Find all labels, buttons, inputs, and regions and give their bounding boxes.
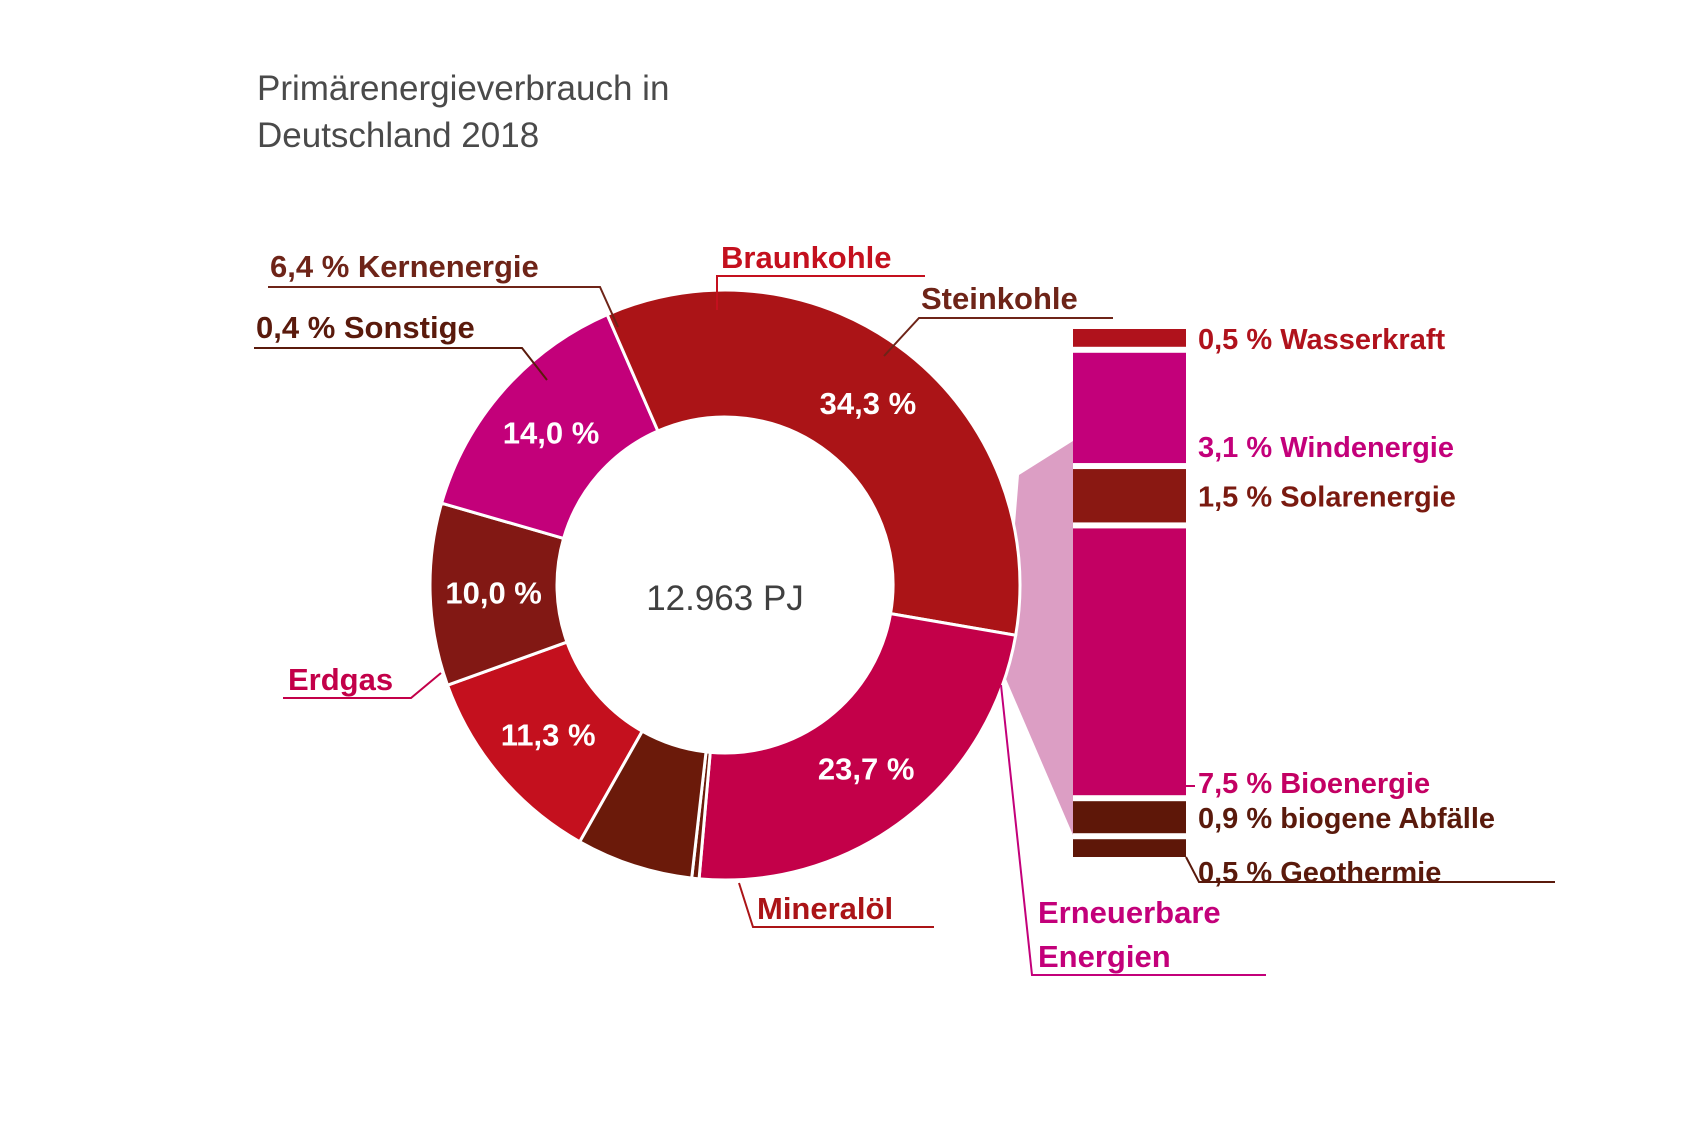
slice-value-label: 34,3 % xyxy=(820,386,917,421)
breakdown-segment-solarenergie xyxy=(1073,469,1186,523)
leader-kernenergie xyxy=(268,286,619,328)
slice-value-label: 10,0 % xyxy=(445,576,542,611)
leader-steinkohle xyxy=(883,317,1113,357)
slice-erneuerbare-energien xyxy=(439,312,660,541)
breakdown-label-biogene-abfälle: 0,9 % biogene Abfälle xyxy=(1198,803,1495,835)
breakdown-connector xyxy=(1003,441,1073,835)
breakdown-bar: 0,5 % Wasserkraft 3,1 % Windenergie 1,5 % … xyxy=(1073,324,1495,889)
breakdown-segment-biogene-abfälle xyxy=(1073,801,1186,834)
label-sonstige: 0,4 % Sonstige xyxy=(256,310,475,345)
slice-mineralöl xyxy=(605,288,1022,637)
leader-geothermie xyxy=(1185,856,1555,883)
breakdown-label-bioenergie: 7,5 % Bioenergie xyxy=(1198,768,1430,800)
leader-erdgas xyxy=(283,672,442,699)
breakdown-label-solarenergie: 1,5 % Solarenergie xyxy=(1198,482,1456,514)
label-mineraloel: Mineralöl xyxy=(757,891,893,926)
label-erneuerbare-line-2: Energien xyxy=(1038,939,1171,974)
chart-title-line-1: Primärenergieverbrauch in xyxy=(257,69,669,108)
breakdown-label-geothermie: 0,5 % Geothermie xyxy=(1198,857,1441,889)
slice-erdgas xyxy=(697,611,1018,882)
label-braunkohle: Braunkohle xyxy=(721,240,892,275)
leader-mineraloel xyxy=(738,882,934,928)
slice-value-label: 14,0 % xyxy=(503,415,600,450)
leader-sonstige xyxy=(254,347,548,381)
breakdown-label-windenergie: 3,1 % Windenergie xyxy=(1198,432,1454,464)
donut-chart: 11,3 % 10,0 % 14,0 % 34,3 % 23,7 % xyxy=(428,288,1022,882)
breakdown-label-wasserkraft: 0,5 % Wasserkraft xyxy=(1198,324,1446,356)
label-steinkohle: Steinkohle xyxy=(921,281,1078,316)
leader-braunkohle xyxy=(716,275,925,310)
chart-title-line-2: Deutschland 2018 xyxy=(257,116,539,155)
breakdown-segment-geothermie xyxy=(1073,839,1186,857)
slice-value-label: 23,7 % xyxy=(818,751,915,786)
slice-kernenergie xyxy=(577,729,708,880)
breakdown-segment-bioenergie xyxy=(1073,528,1186,796)
breakdown-segment-windenergie xyxy=(1073,352,1186,464)
slice-value-label: 11,3 % xyxy=(501,717,596,752)
label-erneuerbare-line-1: Erneuerbare xyxy=(1038,895,1221,930)
breakdown-segment-wasserkraft xyxy=(1073,329,1186,347)
label-erdgas: Erdgas xyxy=(288,662,393,697)
leader-erneuerbare xyxy=(1000,684,1266,976)
center-total-label: 12.963 PJ xyxy=(646,579,804,618)
label-kernenergie: 6,4 % Kernenergie xyxy=(270,249,539,284)
